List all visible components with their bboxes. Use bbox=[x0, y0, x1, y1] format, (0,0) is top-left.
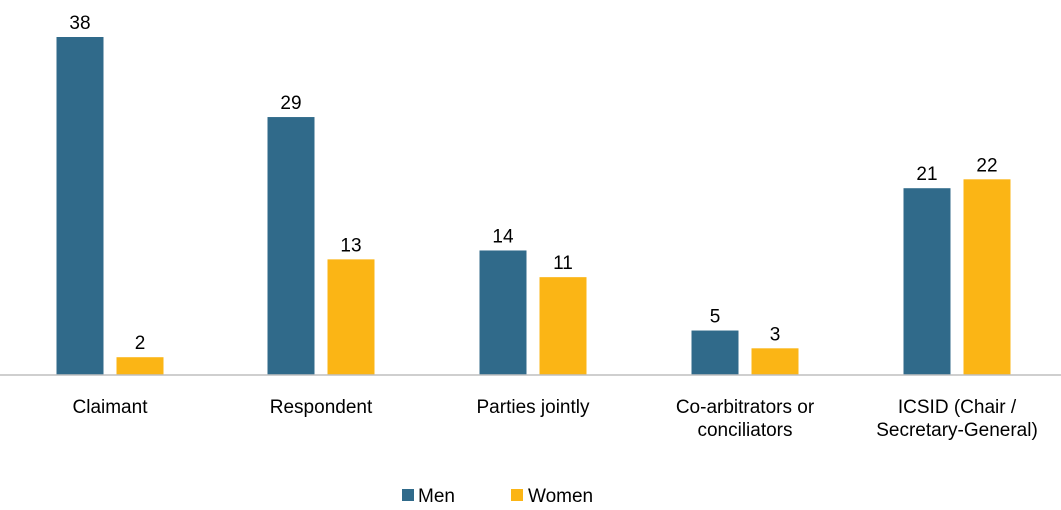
legend-swatch-women bbox=[511, 489, 523, 501]
bar-men-2 bbox=[479, 250, 527, 375]
category-labels-layer: Claimant Respondent Parties jointly Co-arbi… bbox=[73, 397, 1038, 441]
value-label-men-2: 14 bbox=[492, 226, 514, 247]
bar-women-0 bbox=[116, 357, 164, 375]
bar-men-0 bbox=[56, 37, 104, 375]
legend-swatch-men bbox=[402, 489, 414, 501]
category-label-0: Claimant bbox=[73, 397, 149, 418]
value-label-women-0: 2 bbox=[135, 333, 146, 354]
value-label-women-2: 11 bbox=[553, 253, 573, 274]
bars-layer bbox=[56, 37, 1011, 375]
value-label-women-1: 13 bbox=[340, 235, 361, 256]
value-label-women-4: 22 bbox=[976, 155, 997, 176]
bar-women-2 bbox=[539, 277, 587, 375]
bar-men-4 bbox=[903, 188, 951, 375]
legend-label-men: Men bbox=[418, 486, 455, 507]
value-label-men-0: 38 bbox=[69, 13, 90, 34]
bar-men-3 bbox=[691, 330, 739, 375]
category-label-4: ICSID (Chair / Secretary-General) bbox=[876, 397, 1038, 441]
bar-men-1 bbox=[267, 117, 315, 375]
bar-women-3 bbox=[751, 348, 799, 375]
legend: Men Women bbox=[402, 486, 593, 507]
value-label-women-3: 3 bbox=[770, 324, 781, 345]
legend-label-women: Women bbox=[528, 486, 593, 507]
value-labels-layer: 38 2 29 13 14 11 5 3 21 22 bbox=[69, 13, 997, 354]
category-label-3: Co-arbitrators or conciliators bbox=[676, 397, 815, 441]
value-label-men-3: 5 bbox=[710, 307, 721, 328]
value-label-men-1: 29 bbox=[280, 93, 301, 114]
category-label-1: Respondent bbox=[270, 397, 373, 418]
bar-women-1 bbox=[327, 259, 375, 375]
value-label-men-4: 21 bbox=[916, 164, 937, 185]
bar-women-4 bbox=[963, 179, 1011, 375]
category-label-2: Parties jointly bbox=[477, 397, 590, 418]
